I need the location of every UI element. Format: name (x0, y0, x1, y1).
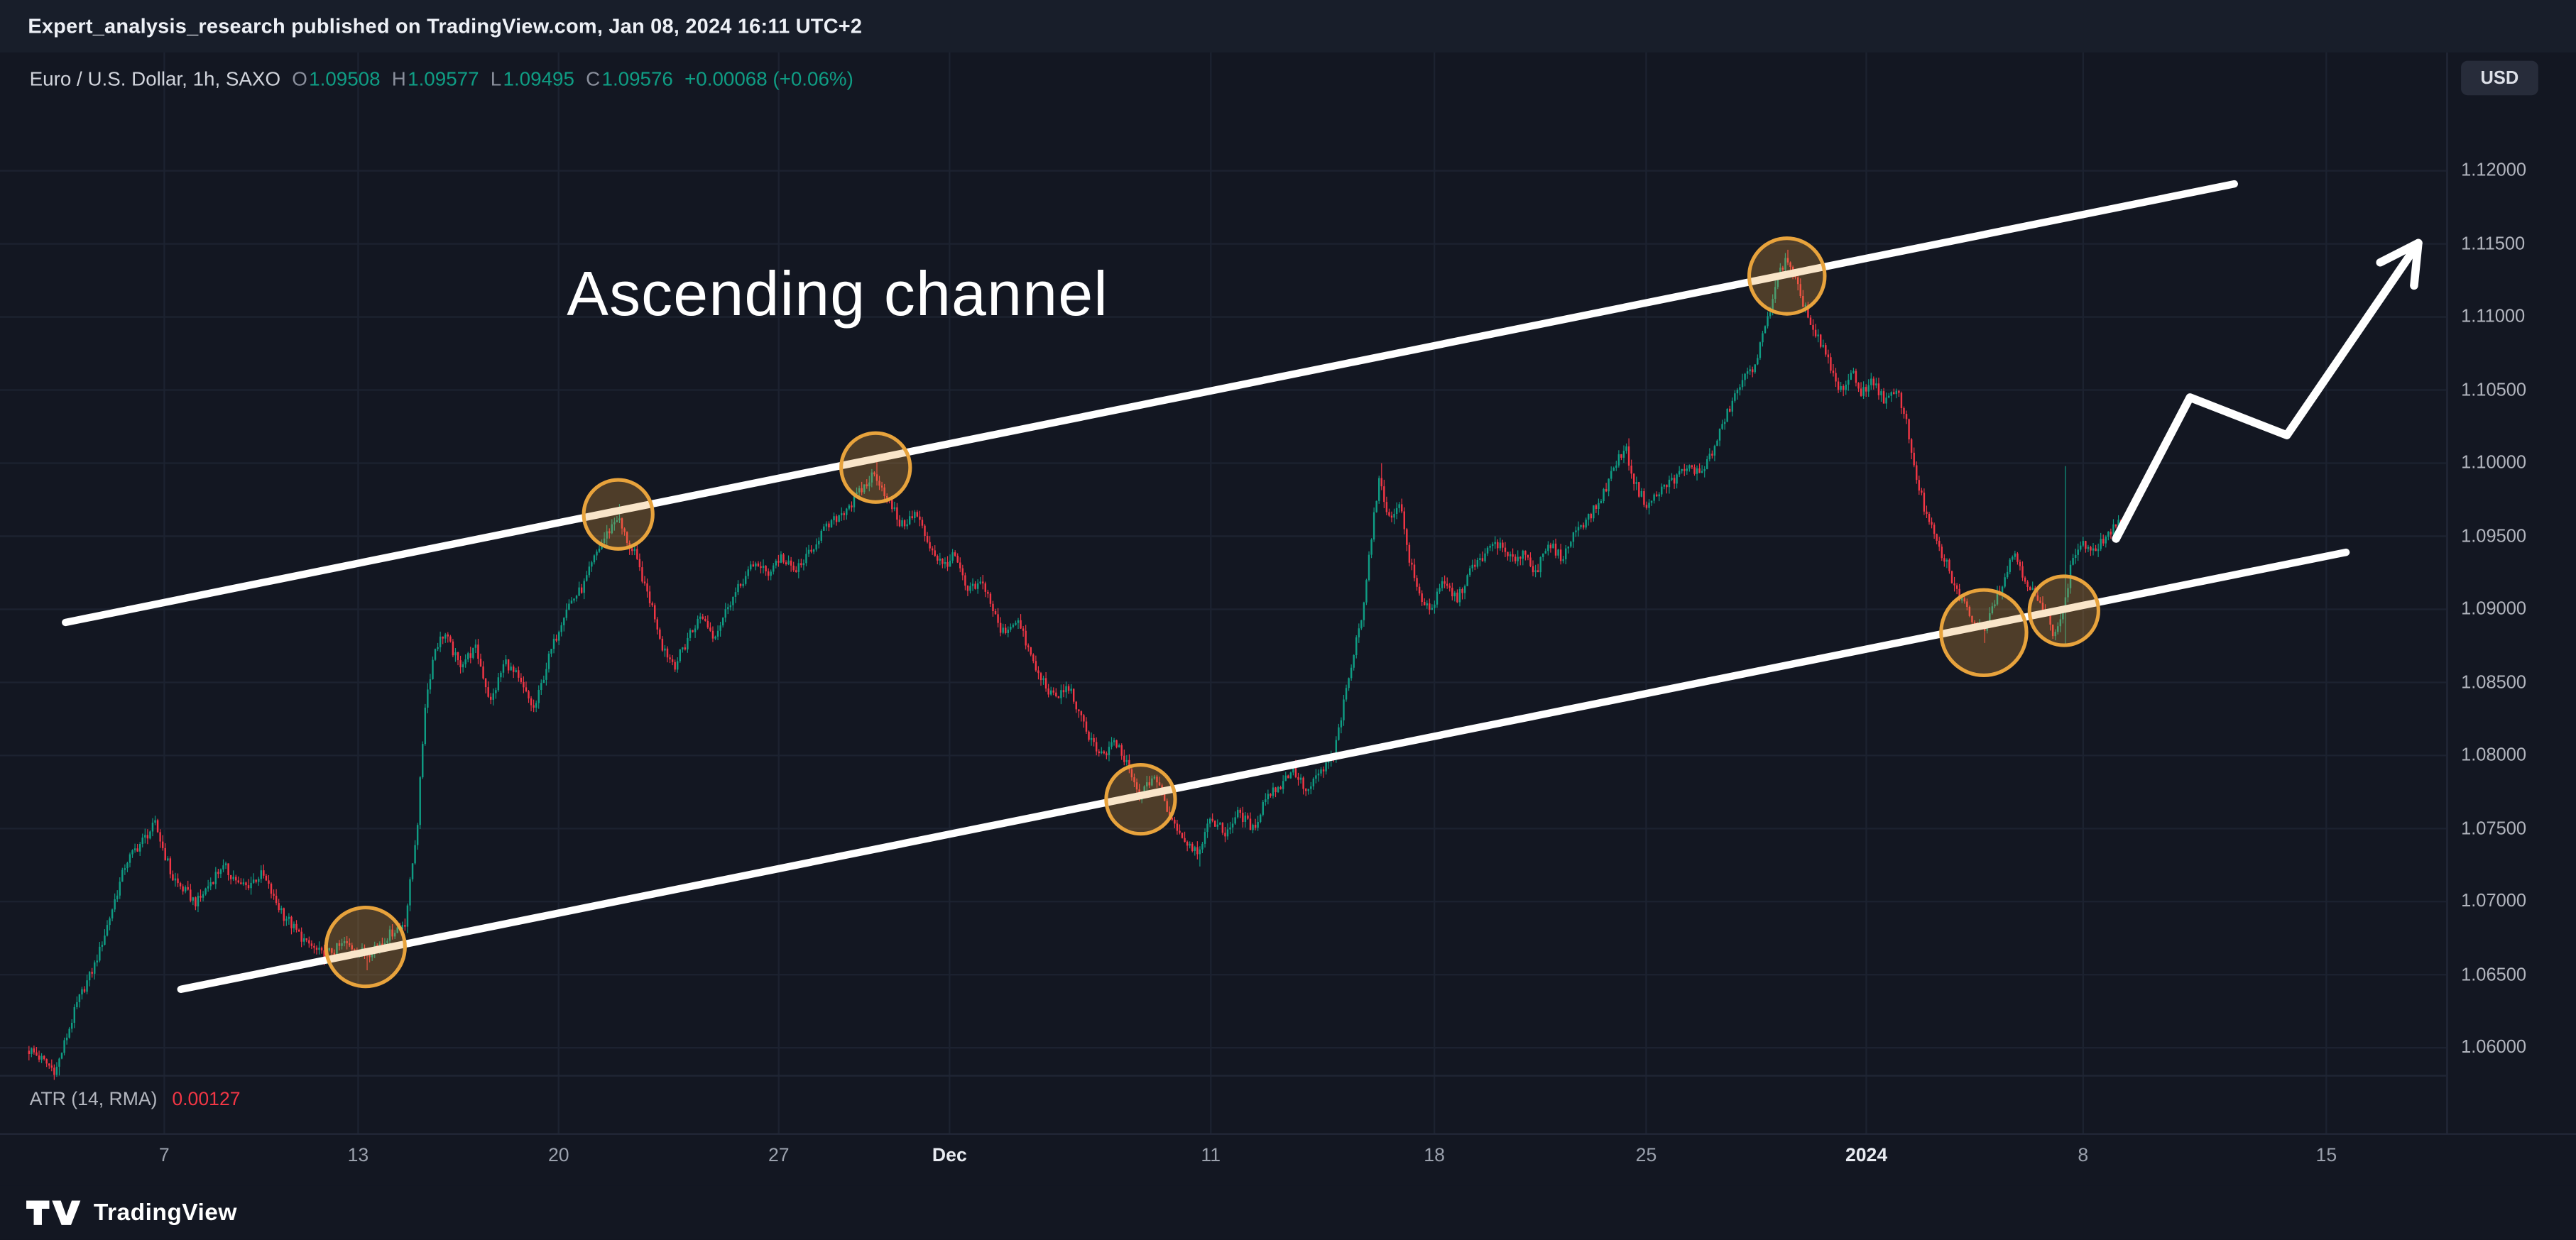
touch-highlight-circle[interactable] (324, 906, 407, 989)
time-axis-label: 27 (768, 1146, 790, 1166)
price-axis-label: 1.11500 (2461, 234, 2526, 254)
time-axis-label: 2024 (1845, 1146, 1888, 1166)
price-axis-label: 1.07000 (2461, 891, 2527, 912)
price-axis-label: 1.10500 (2461, 380, 2527, 400)
currency-toggle-button[interactable]: USD (2461, 60, 2538, 96)
ohlc-high-label: H (391, 67, 406, 91)
ohlc-close-value: 1.09576 (601, 67, 673, 91)
time-axis-label: 15 (2315, 1146, 2337, 1166)
publish-bar-text: Expert_analysis_research published on Tr… (28, 14, 863, 38)
price-axis-label: 1.12000 (2461, 160, 2527, 181)
forecast-arrow[interactable] (2112, 238, 2423, 543)
price-axis-label: 1.11000 (2461, 307, 2526, 327)
atr-label: ATR (14, RMA) (29, 1090, 158, 1111)
price-axis-label: 1.06000 (2461, 1038, 2527, 1058)
change-value: +0.00068 (+0.06%) (684, 67, 853, 91)
atr-value: 0.00127 (172, 1090, 241, 1111)
price-axis-label: 1.10000 (2461, 453, 2527, 473)
price-axis-label: 1.06500 (2461, 965, 2527, 985)
channel-annotation-text[interactable]: Ascending channel (567, 260, 1108, 331)
ohlc-high: H 1.09577 (392, 67, 479, 90)
time-axis-label: 8 (2078, 1146, 2089, 1166)
tradingview-logo-icon[interactable] (26, 1200, 81, 1225)
touch-highlight-circle[interactable] (2027, 574, 2100, 647)
candle-bodies-down (28, 258, 2122, 1075)
tradingview-wordmark[interactable]: TradingView (93, 1200, 238, 1227)
price-axis-label: 1.09500 (2461, 526, 2527, 547)
time-axis-label: 18 (1424, 1146, 1445, 1166)
symbol-title: Euro / U.S. Dollar, 1h, SAXO (29, 67, 281, 91)
price-axis[interactable]: USD 1.12000 1.11500 1.11000 1.10500 1.10000 1… (2446, 53, 2576, 1134)
time-axis-label: 13 (347, 1146, 369, 1166)
touch-highlight-circle[interactable] (1104, 762, 1177, 836)
ohlc-low: L 1.09495 (491, 67, 574, 90)
ohlc-open-label: O (292, 67, 307, 91)
candle-bodies-up (31, 258, 2119, 1075)
ohlc-close-label: C (586, 67, 601, 91)
touch-highlight-circle[interactable] (1747, 236, 1827, 316)
price-chart[interactable] (0, 53, 2447, 1134)
time-axis-label: Dec (932, 1146, 967, 1166)
time-axis-label: 7 (158, 1146, 170, 1166)
touch-highlight-circle[interactable] (839, 431, 912, 504)
ohlc-low-label: L (490, 67, 502, 91)
price-axis-label: 1.08500 (2461, 672, 2527, 693)
ohlc-open-value: 1.09508 (309, 67, 381, 91)
chart-svg[interactable] (0, 53, 2447, 1134)
footer-bar: TradingView (0, 1185, 2576, 1240)
atr-indicator-legend: ATR (14, RMA) 0.00127 (30, 1087, 241, 1114)
ohlc-low-value: 1.09495 (503, 67, 574, 91)
ohlc-high-value: 1.09577 (408, 67, 479, 91)
forecast-arrow-head (2376, 238, 2423, 267)
forecast-arrow-head (2410, 238, 2423, 290)
publish-bar: Expert_analysis_research published on Tr… (0, 0, 2576, 53)
time-axis-label: 11 (1201, 1146, 1221, 1166)
price-axis-label: 1.07500 (2461, 818, 2527, 839)
price-axis-label: 1.08000 (2461, 745, 2527, 766)
time-axis-label: 20 (547, 1146, 569, 1166)
ohlc-open: O 1.09508 (292, 67, 380, 90)
channel-upper-line[interactable] (62, 180, 2238, 627)
touch-highlight-circle[interactable] (582, 478, 655, 551)
price-axis-label: 1.09000 (2461, 599, 2527, 620)
ohlc-close: C 1.09576 (586, 67, 673, 90)
time-axis[interactable]: 7 13 20 27 Dec 11 18 25 2024 8 15 (0, 1133, 2576, 1186)
time-axis-label: 25 (1635, 1146, 1657, 1166)
touch-highlight-circle[interactable] (1939, 588, 2029, 677)
channel-lower-line[interactable] (177, 548, 2350, 994)
